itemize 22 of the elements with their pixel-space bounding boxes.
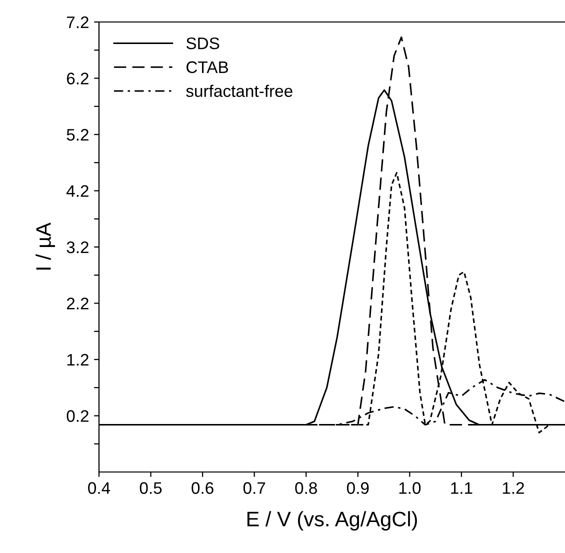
legend-label: CTAB <box>186 61 228 74</box>
x-tick-label: 1.2 <box>502 482 524 494</box>
y-tick-label: 0.2 <box>66 410 88 422</box>
y-tick-label: 1.2 <box>67 354 88 366</box>
y-tick-label: 7.2 <box>66 16 88 28</box>
x-tick-label: 0.5 <box>140 482 162 494</box>
y-tick-label: 2.2 <box>66 298 88 310</box>
y-tick-label: 6.2 <box>66 72 88 84</box>
x-tick-label: 0.8 <box>295 482 317 494</box>
x-tick-label: 1.1 <box>451 482 472 494</box>
x-tick-label: 0.6 <box>192 482 214 494</box>
y-tick-label: 5.2 <box>66 128 88 141</box>
legend-label: surfactant-free <box>186 84 292 97</box>
x-tick-label: 0.9 <box>346 482 369 494</box>
legend-label: SDS <box>186 37 220 50</box>
x-tick-label: 0.4 <box>88 482 110 494</box>
y-tick-label: 3.2 <box>66 241 88 254</box>
y-tick-label: 4.2 <box>66 185 88 197</box>
x-tick-label: 0.7 <box>243 482 266 494</box>
x-axis-title: E / V (vs. Ag/AgCl) <box>247 511 417 531</box>
x-tick-label: 1.0 <box>399 482 421 494</box>
y-axis-title: I / µA <box>36 222 55 270</box>
